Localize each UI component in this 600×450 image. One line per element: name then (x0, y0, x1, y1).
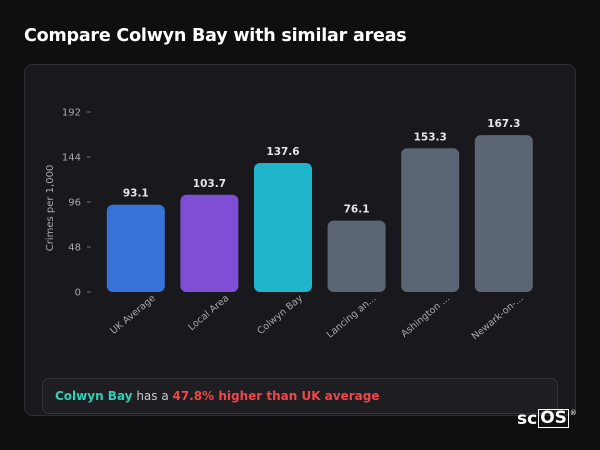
comparison-summary: Colwyn Bay has a 47.8% higher than UK av… (42, 378, 558, 414)
bar (327, 220, 386, 292)
bar-value-label: 93.1 (123, 188, 149, 200)
bar-value-label: 103.7 (193, 178, 226, 190)
x-category-label: Lancing an... (325, 293, 379, 341)
chart-card: Crimes per 1,000 0 48 96 144 192 93.1 UK Averag… (24, 64, 576, 416)
bar-value-label: 153.3 (414, 131, 447, 143)
logo-registered-mark: ® (569, 409, 577, 417)
summary-text: has a (132, 389, 173, 403)
x-category-label: Newark-on-... (470, 293, 526, 342)
y-tick-label: 144 (62, 153, 81, 164)
bar-value-label: 167.3 (487, 118, 520, 130)
x-category-label: Ashington ... (399, 293, 452, 340)
y-tick-label: 0 (75, 288, 81, 299)
y-tick-label: 192 (62, 108, 81, 119)
bar (106, 204, 165, 292)
bar (401, 148, 460, 292)
x-category-label: UK Average (108, 293, 157, 337)
summary-area-name: Colwyn Bay (55, 389, 133, 403)
bar (254, 163, 312, 292)
bar-value-label: 76.1 (344, 204, 370, 216)
page-title: Compare Colwyn Bay with similar areas (24, 26, 407, 46)
logo-text: sc (517, 409, 538, 429)
summary-percentage: 47.8% higher than UK average (172, 389, 380, 403)
bar-value-label: 137.6 (266, 146, 299, 158)
y-tick-label: 96 (68, 198, 81, 209)
bar (474, 135, 533, 292)
y-axis-label: Crimes per 1,000 (45, 165, 56, 252)
logo-boxed-text: OS (538, 408, 569, 428)
x-category-label: Colwyn Bay (255, 293, 305, 337)
y-tick-label: 48 (68, 243, 81, 254)
bar (180, 194, 239, 292)
bar-chart: Crimes per 1,000 0 48 96 144 192 93.1 UK Averag… (45, 108, 533, 342)
x-category-label: Local Area (186, 293, 231, 333)
brand-logo: sc OS ® (517, 409, 577, 429)
